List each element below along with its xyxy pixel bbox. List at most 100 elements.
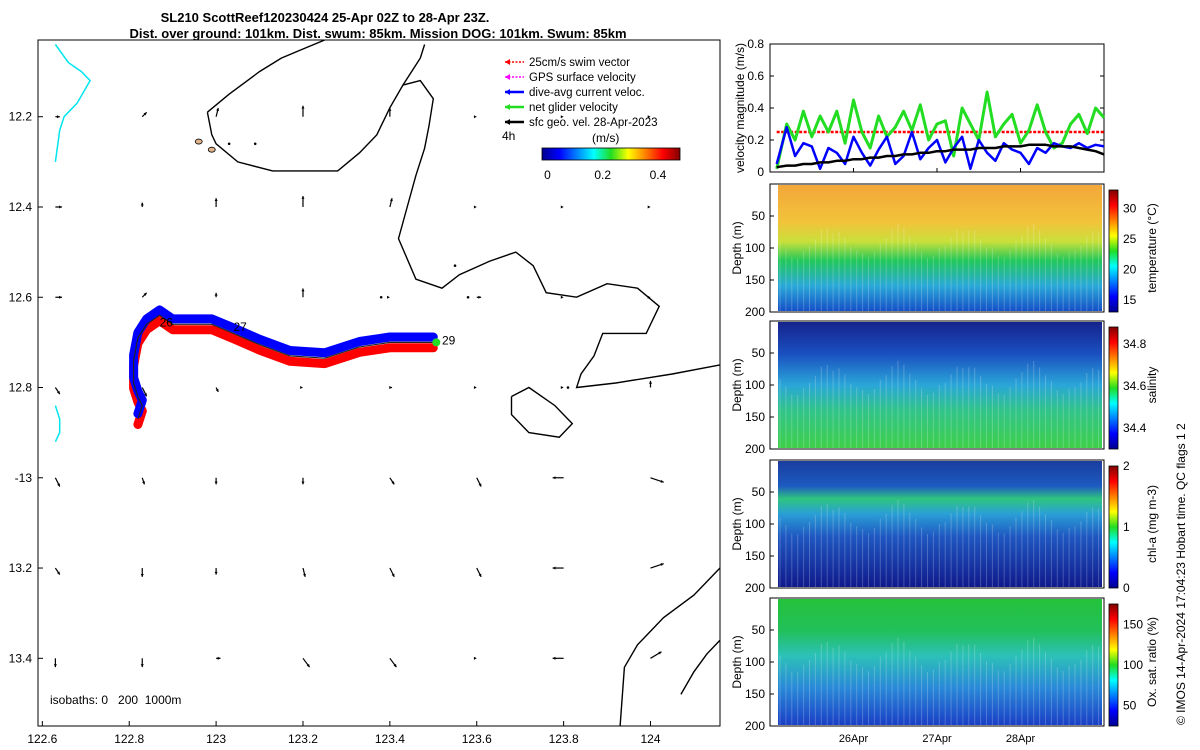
legend-arrow: [505, 74, 510, 80]
salinity-panel: 50 100 150 200 Depth (m) 34.4 34.6 34.8 salinity: [730, 320, 1159, 456]
velocity-series: [775, 90, 1106, 171]
vector-head: [389, 385, 393, 390]
y-tick-label: 13.2: [9, 561, 33, 575]
time-axis: 26Apr 27Apr 28Apr: [839, 733, 1036, 745]
y-tick-label: 12.4: [9, 200, 33, 214]
y-tick-label: 100: [745, 378, 765, 392]
map-y-ticks: 12.2 12.4 12.6 12.8 -13 13.2 13.4: [9, 110, 43, 665]
reef-dot-2: [453, 264, 457, 267]
bathy-contour-3: [510, 386, 574, 438]
chla-field: [778, 461, 1102, 587]
vector-head: [473, 656, 477, 660]
bathy-contour-5: [680, 639, 720, 695]
vector-head: [552, 476, 556, 480]
salinity-colorbar: [1108, 326, 1119, 450]
y-tick-label: 50: [752, 209, 766, 223]
glider-path: [133, 314, 434, 420]
cbar-tick-label: 0.2: [594, 168, 611, 182]
vector-head: [388, 107, 392, 111]
velocity-y-label: velocity magnitude (m/s): [733, 43, 747, 173]
y-tick-label: 200: [745, 442, 765, 456]
vector-head: [560, 385, 564, 390]
vector-head: [660, 563, 664, 566]
vector-head: [140, 202, 144, 206]
reef-dot-0: [227, 142, 231, 146]
vector-head: [303, 573, 306, 577]
y-tick-label: 12.8: [9, 381, 33, 395]
legend-arrow: [505, 89, 510, 95]
velocity-y-ticks: 0 0.2 0.4 0.6 0.8: [747, 37, 1104, 179]
y-tick-label: 100: [745, 517, 765, 531]
x-tick-label: 123: [206, 732, 226, 746]
vector-head: [393, 663, 397, 668]
x-tick-label: 122.6: [27, 732, 57, 746]
y-tick-label: 0.8: [747, 37, 764, 51]
glider-position: [432, 338, 441, 347]
oxygen-field: [778, 599, 1102, 725]
figure-title-line2: Dist. over ground: 101km. Dist. swum: 85…: [129, 26, 626, 41]
legend-label: dive-avg current veloc.: [529, 87, 645, 99]
vector-head: [215, 388, 219, 392]
vector-head: [217, 656, 221, 660]
y-tick-label: 200: [745, 305, 765, 319]
cbar-tick-label: 30: [1123, 201, 1137, 215]
y-tick-label: 0: [757, 165, 764, 179]
cbar-tick-label: 0.4: [650, 168, 667, 182]
y-tick-label: 150: [745, 273, 765, 287]
reef-dot-3: [566, 386, 570, 389]
vector-head: [660, 479, 664, 483]
y-tick-label: 100: [745, 655, 765, 669]
vector-head: [478, 295, 482, 299]
temperature-panel: 50 100 150 200 Depth (m) 15 20 25 30 temperature …: [730, 183, 1159, 319]
vector-head: [143, 112, 147, 116]
vector-head: [301, 105, 305, 109]
vector-head: [214, 292, 218, 296]
y-tick-label: 13.4: [9, 651, 33, 665]
vector-head: [389, 198, 393, 202]
cbar-tick-label: 34.8: [1123, 337, 1147, 351]
vector-head: [57, 483, 60, 487]
time-tick-label: 27Apr: [922, 733, 952, 745]
vector-head: [647, 205, 651, 209]
y-tick-label: 150: [745, 410, 765, 424]
vector-head: [140, 574, 144, 577]
salinity-field: [778, 322, 1102, 448]
y-tick-label: 12.6: [9, 290, 33, 304]
y-tick-label: 50: [752, 623, 766, 637]
legend-arrow: [505, 104, 510, 110]
velocity-panel: 0 0.2 0.4 0.6 0.8 velocity magnitude (m/s): [733, 37, 1106, 179]
speed-colorbar-ticks: 0 0.2 0.4: [544, 168, 666, 182]
vector-head: [56, 115, 60, 119]
y-tick-label: 0.6: [747, 69, 764, 83]
y-tick-label: 150: [745, 549, 765, 563]
cbar-tick-label: 34.6: [1123, 379, 1147, 393]
vector-head: [56, 571, 60, 575]
bathy-contour-1: [206, 44, 426, 172]
vector-head: [214, 198, 218, 201]
reef-island-0: [194, 138, 203, 145]
vector-head: [391, 481, 395, 485]
isobaths-label: isobaths: 0 200 1000m: [50, 693, 181, 707]
vector-head: [648, 380, 653, 384]
vector-head: [473, 205, 477, 209]
vector-head: [301, 481, 305, 485]
day-labels: 26 27 29: [160, 316, 456, 348]
cbar-tick-label: 0: [1123, 581, 1130, 595]
legend-arrow: [505, 59, 510, 65]
y-tick-label: -13: [15, 471, 33, 485]
reef-islands: [194, 138, 570, 389]
legend-label: net glider velocity: [529, 102, 618, 114]
y-tick-label: 200: [745, 719, 765, 733]
vector-head: [560, 205, 564, 209]
vector-head: [473, 385, 477, 390]
vector-head: [142, 481, 146, 485]
vector-head: [306, 663, 310, 668]
copyright-label: © IMOS 14-Apr-2024 17:04:23 Hobart time.…: [1174, 423, 1188, 725]
x-tick-label: 123.4: [375, 732, 405, 746]
oxygen-colorbar: [1108, 603, 1119, 727]
vector-head: [552, 566, 556, 570]
vector-head: [552, 656, 556, 660]
glider-track: [129, 305, 441, 429]
vector-head: [560, 295, 564, 299]
